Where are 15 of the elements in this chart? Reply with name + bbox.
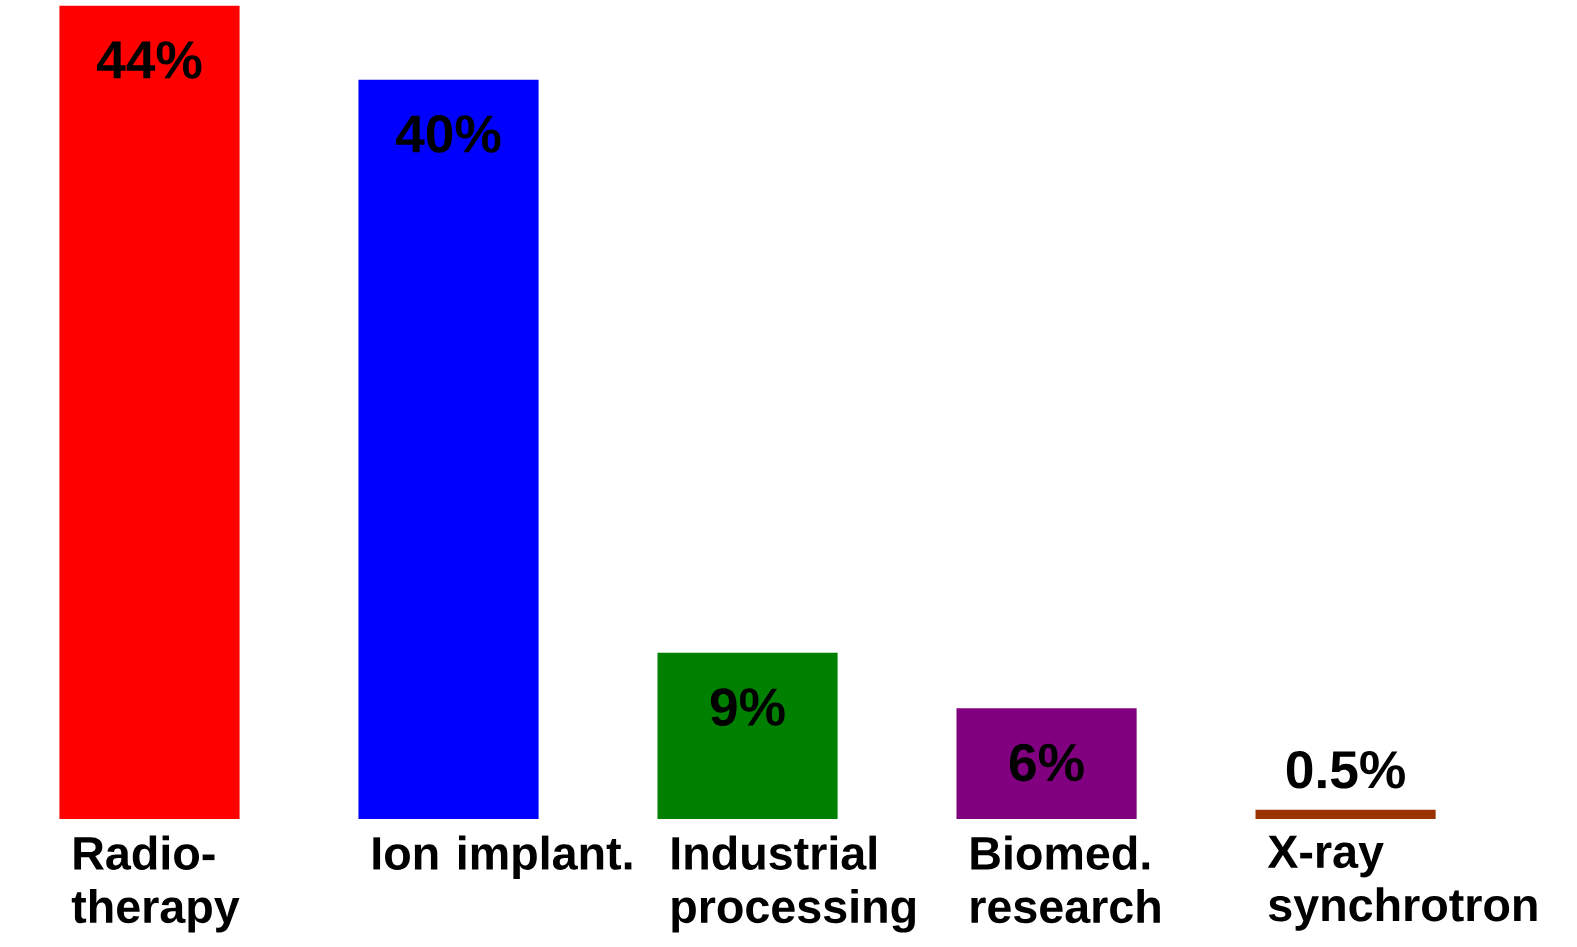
data-label: 9% xyxy=(710,688,785,726)
x-tick-label: Biomed. research xyxy=(971,835,1160,924)
data-label: 40% xyxy=(395,115,501,153)
bar xyxy=(1255,809,1436,820)
data-label: 0.5% xyxy=(1286,750,1405,789)
x-tick-label: Ion implant. xyxy=(373,835,632,880)
bar xyxy=(956,708,1137,820)
x-tick-label: Industrial processing xyxy=(672,835,916,933)
data-label: 44% xyxy=(96,41,202,79)
data-label: 6% xyxy=(1009,743,1084,782)
x-tick-label: X-ray synchrotron xyxy=(1267,835,1537,931)
bar xyxy=(657,652,838,820)
bar xyxy=(59,5,240,820)
bar xyxy=(358,79,539,820)
x-tick-label: Radio-therapy xyxy=(71,835,240,933)
